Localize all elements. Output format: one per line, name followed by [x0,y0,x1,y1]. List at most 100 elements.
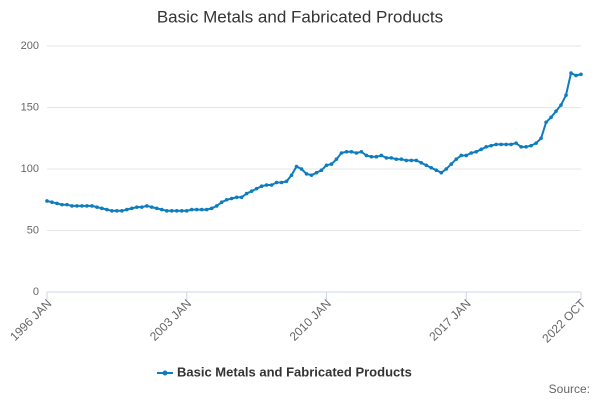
point [189,207,194,212]
point [309,173,314,177]
point [534,141,538,145]
point [484,145,488,149]
point [349,149,354,154]
point [299,167,304,171]
point [379,153,384,158]
point [100,206,104,211]
point [159,207,164,212]
point [150,205,154,209]
point [569,71,573,75]
source: Source: [549,382,590,396]
point [125,207,129,212]
point [434,168,439,173]
point [55,201,59,206]
y-tick-label: 150 [21,101,39,113]
point [80,204,84,208]
point [65,202,69,207]
y-tick-label: 0 [33,286,39,298]
y-tick-label: 50 [27,224,39,236]
x-tick-label: 2003 JAN [147,296,194,343]
point [354,151,359,155]
point [549,115,553,120]
point [85,204,89,208]
point [579,72,583,77]
point [184,209,189,213]
point [45,199,49,203]
point [364,153,369,158]
point [514,141,518,145]
point [244,191,249,196]
point [499,142,503,147]
point [394,157,399,161]
point [374,154,379,159]
point [344,149,349,154]
point [254,186,259,191]
point [389,156,394,160]
point [224,197,229,202]
legend-label: Basic Metals and Fabricated Products [177,364,412,379]
point [304,172,309,176]
point [179,209,184,213]
point [90,204,94,208]
point [319,168,324,173]
point [204,207,209,212]
point [459,153,464,158]
point [469,151,474,155]
point [539,136,543,141]
point [504,142,508,147]
x-tick-label: 1996 JAN [7,296,54,343]
point [524,145,528,149]
point [529,143,533,148]
point [559,103,563,107]
point [219,200,224,205]
point [140,205,144,209]
point [424,163,429,168]
point [494,142,498,147]
point [399,157,404,161]
point [199,207,204,212]
point [209,206,214,211]
x-tick-label: 2010 JAN [287,296,334,343]
point [439,170,444,175]
point [564,93,568,97]
x-tick-label: 2022 OCT [539,296,589,346]
x-tick-label: 2017 JAN [426,296,473,343]
point [269,183,274,187]
point [509,142,513,147]
point [404,158,409,163]
point [429,165,434,170]
point [145,204,149,208]
y-tick-label: 100 [21,163,39,175]
point [259,184,264,189]
point [369,154,374,159]
y-tick-label: 200 [21,40,39,52]
point [105,207,109,212]
point [154,206,159,211]
point [274,180,279,185]
point [554,109,558,113]
point [359,149,364,154]
point [449,162,454,166]
point [289,173,294,177]
point [574,73,578,78]
point [120,209,124,213]
point [95,205,99,209]
point [409,158,414,163]
point [489,143,493,148]
point [130,206,134,211]
series-line [46,71,582,212]
chart-title: Basic Metals and Fabricated Products [157,7,443,26]
point [110,209,114,213]
point [135,205,139,209]
point [50,200,54,205]
point [164,209,169,213]
point [294,164,299,169]
point [324,163,329,168]
point [339,151,344,155]
point [419,161,424,165]
point [474,149,478,154]
point [174,209,179,213]
point [229,196,234,201]
point [75,204,79,208]
